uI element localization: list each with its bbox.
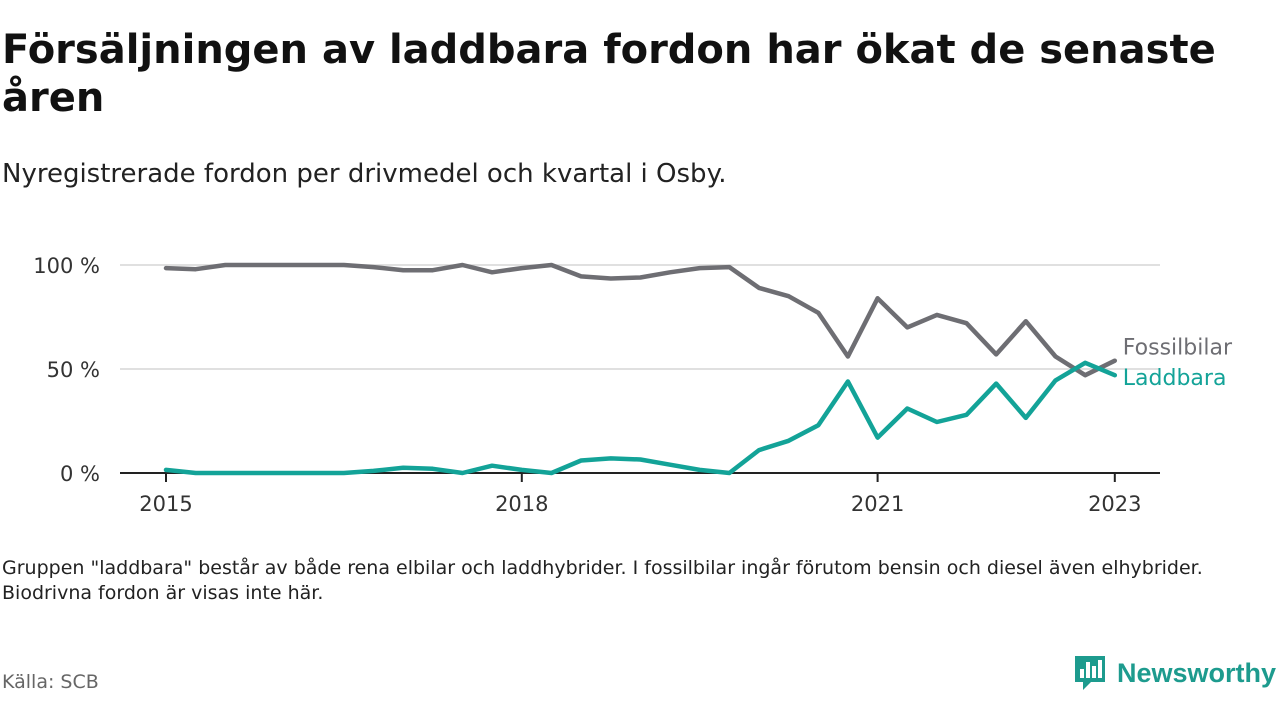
y-tick-label: 50 % bbox=[47, 358, 100, 382]
x-tick-label: 2018 bbox=[495, 492, 548, 516]
grid bbox=[120, 264, 1160, 370]
brand-name: Newsworthy bbox=[1116, 657, 1276, 688]
axes: 0 % 50 % 100 % 2015 2018 2021 2023 bbox=[33, 254, 1160, 516]
chart-subtitle: Nyregistrerade fordon per drivmedel och … bbox=[2, 159, 727, 189]
series-labels: Fossilbilar Laddbara bbox=[1123, 336, 1233, 392]
y-tick-label: 0 % bbox=[60, 462, 100, 486]
chart-note: Gruppen "laddbara" består av både rena e… bbox=[2, 557, 1203, 604]
x-tick-label: 2015 bbox=[139, 492, 192, 516]
series-label-laddbara: Laddbara bbox=[1123, 366, 1227, 391]
source-text: Källa: SCB bbox=[2, 671, 99, 693]
chart-title: Försäljningen av laddbara fordon har öka… bbox=[2, 27, 1216, 121]
x-tick-label: 2021 bbox=[851, 492, 904, 516]
newsworthy-logo-icon bbox=[1074, 656, 1105, 690]
line-chart: 0 % 50 % 100 % 2015 2018 2021 2023 Fossilbilar… bbox=[33, 254, 1233, 516]
y-tick-label: 100 % bbox=[33, 254, 100, 278]
series-line-laddbara bbox=[163, 360, 1118, 476]
x-tick-label: 2023 bbox=[1088, 492, 1141, 516]
series-line-fossilbilar bbox=[163, 262, 1118, 378]
series-label-fossilbilar: Fossilbilar bbox=[1123, 336, 1233, 361]
brand-logo: Newsworthy bbox=[1073, 654, 1276, 692]
series bbox=[163, 262, 1118, 476]
